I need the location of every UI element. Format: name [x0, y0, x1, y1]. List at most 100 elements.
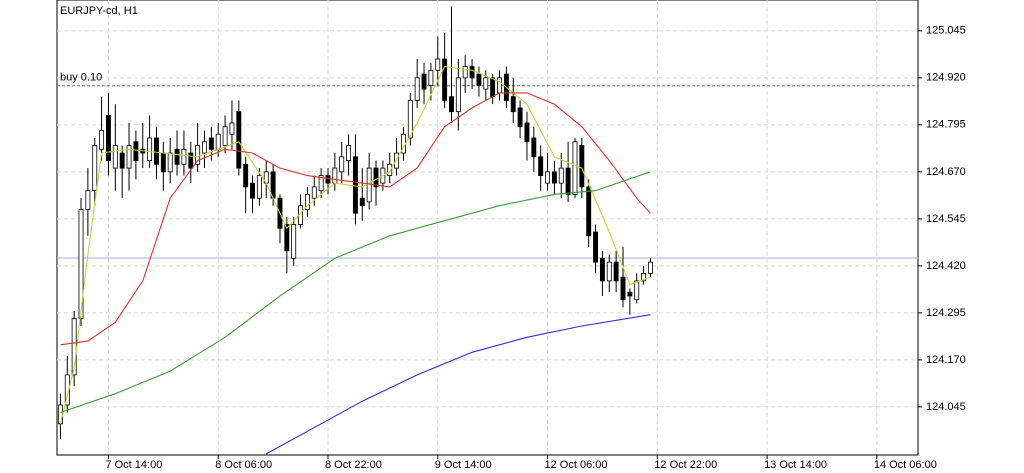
candle-body	[318, 175, 324, 192]
candle-body	[565, 167, 571, 195]
x-tick-label: 7 Oct 14:00	[105, 459, 162, 471]
candle-body	[167, 152, 173, 173]
candle-body	[627, 291, 633, 297]
y-tick-label: 124.795	[926, 119, 966, 131]
candle-body	[284, 224, 290, 252]
candle-body	[174, 148, 180, 165]
candle-body	[105, 115, 111, 161]
candle-body	[373, 167, 379, 188]
candle-body	[359, 197, 365, 207]
x-tick-label: 9 Oct 14:00	[435, 459, 492, 471]
y-tick-label: 124.045	[926, 401, 966, 413]
candle-body	[449, 96, 454, 113]
candle-body	[455, 77, 461, 113]
candle-body	[572, 141, 578, 195]
candle-body	[133, 141, 139, 161]
y-tick-label: 124.545	[926, 213, 966, 225]
candle-body	[421, 73, 427, 90]
candle-body	[641, 272, 647, 282]
candle-body	[462, 66, 468, 79]
y-tick-label: 124.670	[926, 166, 966, 178]
candle-body	[215, 133, 221, 150]
x-tick-label: 12 Oct 06:00	[545, 459, 608, 471]
indicator-line	[60, 92, 651, 346]
candle-body	[346, 145, 352, 161]
candle-body	[545, 171, 550, 184]
candle-body	[119, 152, 125, 169]
candle-body	[599, 257, 605, 282]
x-tick-label: 8 Oct 06:00	[215, 459, 272, 471]
candle-body	[250, 182, 255, 199]
candle-body	[497, 77, 502, 94]
candle-body	[634, 280, 640, 301]
candle-body	[435, 58, 441, 71]
x-tick-label: 13 Oct 14:00	[764, 459, 827, 471]
candle-body	[593, 231, 599, 263]
candle-body	[99, 130, 105, 150]
candle-body	[606, 261, 612, 282]
candle-body	[510, 96, 516, 113]
candle-body	[647, 261, 653, 274]
candle-body	[325, 175, 331, 184]
candle-body	[64, 374, 70, 406]
candle-body	[531, 137, 537, 158]
candle-body	[195, 145, 201, 165]
level-label: buy 0.10	[60, 72, 102, 84]
candle-body	[538, 156, 544, 177]
candle-body	[387, 163, 393, 177]
candle-body	[428, 69, 434, 86]
candle-body	[291, 224, 297, 259]
indicator-line	[60, 171, 651, 414]
candle-body	[414, 77, 420, 101]
candle-body	[490, 77, 496, 98]
candle-body	[160, 152, 166, 173]
candle-body	[558, 167, 564, 184]
candle-body	[126, 145, 132, 169]
y-tick-label: 125.045	[926, 25, 966, 37]
candle-body	[407, 100, 413, 139]
candle-body	[339, 156, 345, 173]
candle-body	[311, 186, 317, 199]
x-tick-label: 12 Oct 22:00	[654, 459, 717, 471]
indicator-line	[265, 314, 651, 455]
candle-body	[332, 167, 338, 184]
candle-body	[181, 148, 187, 165]
candle-body	[517, 107, 523, 128]
x-tick-label: 14 Oct 06:00	[874, 459, 937, 471]
y-tick-label: 124.420	[926, 260, 966, 272]
candle-body	[256, 175, 262, 199]
indicator-line	[59, 66, 651, 424]
candle-body	[188, 152, 194, 169]
candle-body	[92, 145, 98, 192]
candle-body	[620, 276, 626, 301]
y-tick-label: 124.920	[926, 72, 966, 84]
candle-body	[222, 126, 228, 146]
candle-body	[551, 171, 557, 184]
candle-body	[229, 122, 235, 135]
y-tick-label: 124.295	[926, 307, 966, 319]
candle-body	[154, 137, 159, 165]
candle-body	[208, 137, 214, 150]
x-tick-label: 8 Oct 22:00	[325, 459, 382, 471]
candle-body	[147, 137, 153, 161]
plot-frame	[56, 0, 919, 456]
candle-body	[613, 261, 619, 282]
candle-body	[243, 163, 249, 188]
candle-body	[57, 404, 63, 425]
candle-body	[579, 145, 585, 188]
candle-body	[85, 190, 91, 210]
candle-body	[366, 167, 372, 203]
candle-body	[469, 66, 475, 79]
candle-body	[112, 145, 118, 169]
candle-body	[586, 186, 592, 237]
candle-body	[476, 73, 482, 86]
candle-body	[524, 122, 530, 143]
candle-body	[202, 141, 207, 154]
candle-body	[352, 156, 358, 214]
candle-body	[442, 58, 448, 101]
chart-title: EURJPY-cd, H1	[60, 5, 138, 17]
candle-body	[483, 77, 489, 90]
candle-body	[236, 111, 242, 169]
